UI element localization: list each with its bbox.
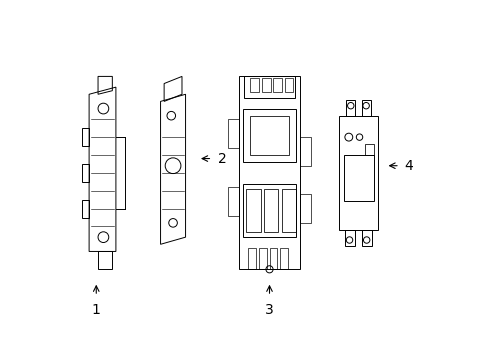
Text: 2: 2: [217, 152, 226, 166]
Text: 3: 3: [264, 303, 273, 317]
Text: 4: 4: [404, 159, 412, 173]
Text: 1: 1: [92, 303, 101, 317]
